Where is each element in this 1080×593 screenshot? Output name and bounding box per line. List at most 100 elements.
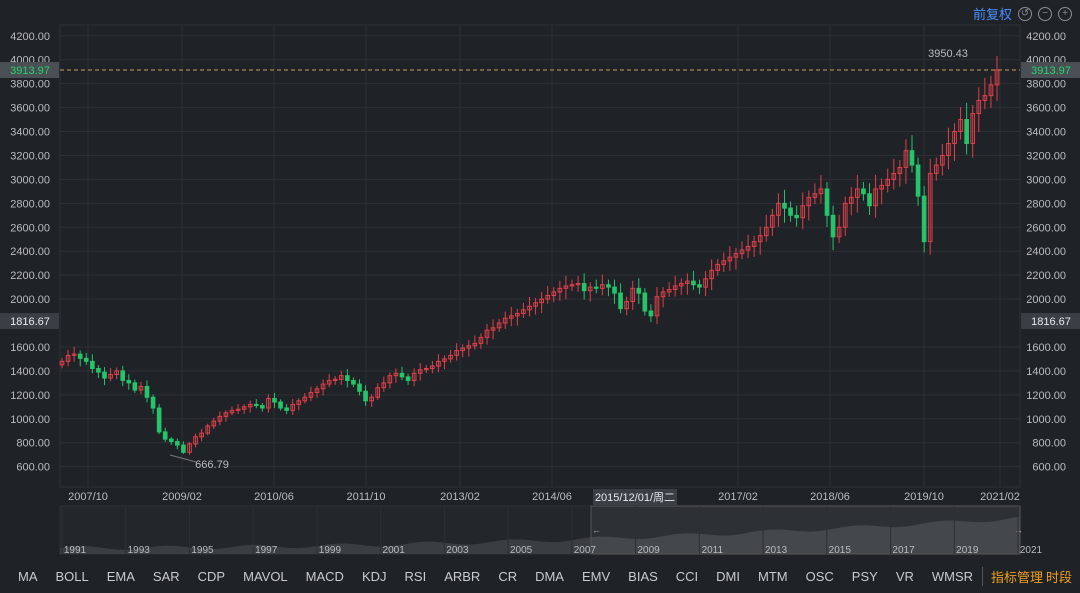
y-tick-label-left: 1600.00 xyxy=(10,342,50,354)
x-tick-label: 2013/02 xyxy=(440,491,480,503)
indicator-mtm[interactable]: MTM xyxy=(758,569,788,584)
navigator-year-label: 1993 xyxy=(128,545,151,556)
indicator-vr[interactable]: VR xyxy=(895,569,914,584)
indicator-psy[interactable]: PSY xyxy=(851,569,878,584)
candle-body xyxy=(144,385,150,398)
candle-body xyxy=(587,286,593,292)
period-button[interactable]: 时段 xyxy=(1045,570,1072,585)
indicator-manage-button[interactable]: 指标管理 xyxy=(982,567,1052,586)
navigator-year-label: 2007 xyxy=(574,545,597,556)
candle-body xyxy=(612,286,617,294)
candle-body xyxy=(812,193,818,198)
candle-body xyxy=(624,300,629,310)
navigator-year-label: 1991 xyxy=(64,545,87,556)
navigator-year-label: 2009 xyxy=(637,545,660,556)
indicator-rsi[interactable]: RSI xyxy=(404,569,427,584)
y-tick-label-left: 3800.00 xyxy=(10,79,50,91)
candle-body xyxy=(770,214,775,228)
candle-body xyxy=(393,372,399,377)
candle-body xyxy=(964,119,969,144)
indicator-cr[interactable]: CR xyxy=(498,569,518,584)
y-tick-label-right: 4200.00 xyxy=(1026,31,1066,43)
indicator-dmi[interactable]: DMI xyxy=(716,569,741,584)
candle-body xyxy=(873,188,878,207)
candle-body xyxy=(399,372,405,378)
indicator-cci[interactable]: CCI xyxy=(675,569,699,584)
candle-body xyxy=(557,287,563,293)
candle-body xyxy=(660,291,666,298)
candle-body xyxy=(927,172,933,243)
y-tick-label-left: 1200.00 xyxy=(10,390,50,402)
indicator-kdj[interactable]: KDJ xyxy=(361,569,387,584)
indicator-osc[interactable]: OSC xyxy=(805,569,834,584)
zoom-in-icon[interactable]: + xyxy=(1058,6,1072,21)
candle-body xyxy=(272,397,277,403)
candlestick-chart[interactable]: 4200.00 4200.00 4000.00 4000.00 3800.00 3800.… xyxy=(0,0,1080,560)
candle-body xyxy=(351,379,356,385)
candle-body xyxy=(199,432,204,438)
high-annotation: 3950.43 xyxy=(928,48,968,60)
indicator-sar[interactable]: SAR xyxy=(152,569,180,584)
candle-body xyxy=(654,296,660,317)
y-tick-label-right: 3000.00 xyxy=(1026,174,1066,186)
indicator-emv[interactable]: EMV xyxy=(581,569,611,584)
indicator-cdp[interactable]: CDP xyxy=(197,569,226,584)
candle-body xyxy=(284,407,289,411)
candle-body xyxy=(848,196,854,204)
candle-body xyxy=(855,188,860,198)
candle-body xyxy=(181,444,186,453)
candle-body xyxy=(417,369,423,374)
x-tick-label: 2018/06 xyxy=(810,491,850,503)
candle-body xyxy=(994,69,1000,86)
indicator-arbr[interactable]: ARBR xyxy=(444,569,481,584)
candle-body xyxy=(260,405,265,409)
candle-body xyxy=(138,385,144,391)
y-tick-label-left: 2400.00 xyxy=(10,246,50,258)
navigator-year-label: 1999 xyxy=(319,545,342,556)
candle-body xyxy=(114,370,119,375)
candle-body xyxy=(217,415,223,422)
candle-body xyxy=(357,383,362,392)
indicator-bias[interactable]: BIAS xyxy=(628,569,658,584)
navigator-year-label: 2015 xyxy=(829,545,852,556)
y-tick-label-left: 3400.00 xyxy=(10,127,50,139)
y-tick-label-right: 2400.00 xyxy=(1026,246,1066,258)
candle-body xyxy=(193,436,198,445)
candle-body xyxy=(296,400,302,405)
candle-body xyxy=(175,441,180,446)
navigator-year-label: 1997 xyxy=(255,545,278,556)
reset-icon[interactable]: ↺ xyxy=(1018,6,1032,21)
candle-body xyxy=(678,283,684,287)
candle-body xyxy=(721,260,727,265)
candle-body xyxy=(515,312,520,317)
indicator-macd[interactable]: MACD xyxy=(305,569,344,584)
candle-body xyxy=(77,353,83,359)
navigator-year-label: 2017 xyxy=(892,545,915,556)
indicator-mavol[interactable]: MAVOL xyxy=(243,569,288,584)
indicator-ema[interactable]: EMA xyxy=(106,569,135,584)
y-tick-label-left: 3600.00 xyxy=(10,103,50,115)
candle-body xyxy=(618,292,623,310)
current-price-value-right: 3913.97 xyxy=(1031,65,1071,77)
candle-body xyxy=(96,368,101,373)
indicator-wmsr[interactable]: WMSR xyxy=(931,569,974,584)
candle-body xyxy=(375,387,381,398)
y-tick-label-left: 3200.00 xyxy=(10,150,50,162)
y-tick-label-left: 800.00 xyxy=(16,438,50,450)
zoom-out-icon[interactable]: − xyxy=(1038,6,1052,21)
indicator-dma[interactable]: DMA xyxy=(535,569,564,584)
candle-body xyxy=(302,396,308,402)
y-tick-label-right: 800.00 xyxy=(1032,438,1066,450)
navigator-year-label: 2003 xyxy=(446,545,469,556)
y-tick-label-right: 2600.00 xyxy=(1026,222,1066,234)
y-tick-label-right: 2800.00 xyxy=(1026,198,1066,210)
y-tick-label-left: 1400.00 xyxy=(10,366,50,378)
candle-body xyxy=(946,142,951,156)
candle-body xyxy=(776,202,781,216)
indicator-boll[interactable]: BOLL xyxy=(55,569,89,584)
candle-body xyxy=(381,382,387,389)
adjust-mode-button[interactable]: 前复权 xyxy=(972,7,1012,22)
indicator-ma[interactable]: MA xyxy=(18,569,38,584)
candle-body xyxy=(551,291,557,296)
y-tick-label-left: 1000.00 xyxy=(10,414,50,426)
